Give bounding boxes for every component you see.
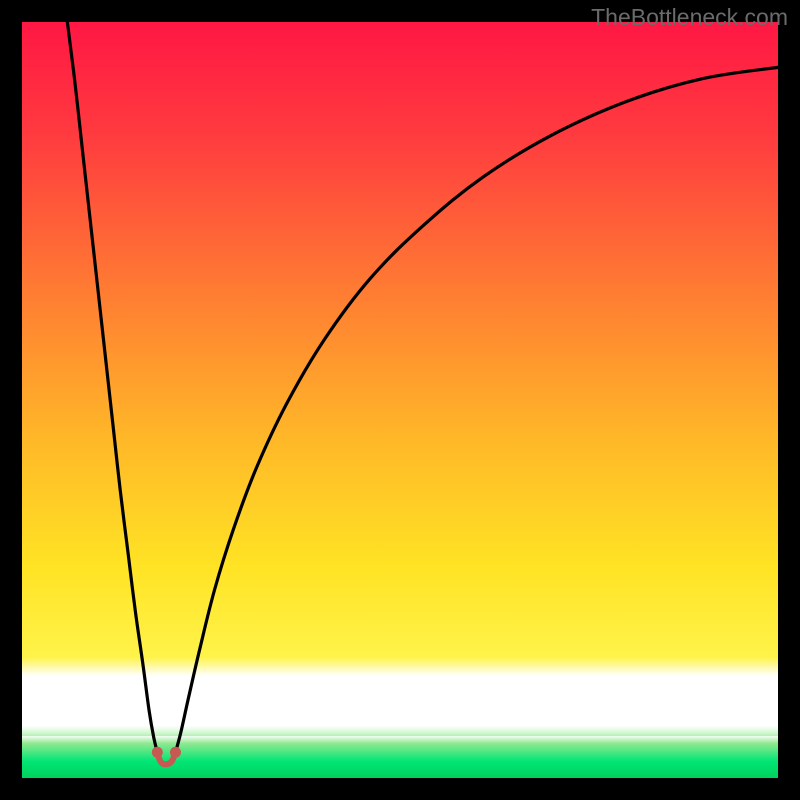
valley-marker-0 (152, 747, 163, 758)
series-left-curve (67, 22, 157, 752)
valley-marker-1 (170, 747, 181, 758)
plot-area (22, 22, 778, 778)
curve-svg (22, 22, 778, 778)
series-right-curve (175, 67, 778, 752)
watermark-text: TheBottleneck.com (591, 4, 788, 31)
